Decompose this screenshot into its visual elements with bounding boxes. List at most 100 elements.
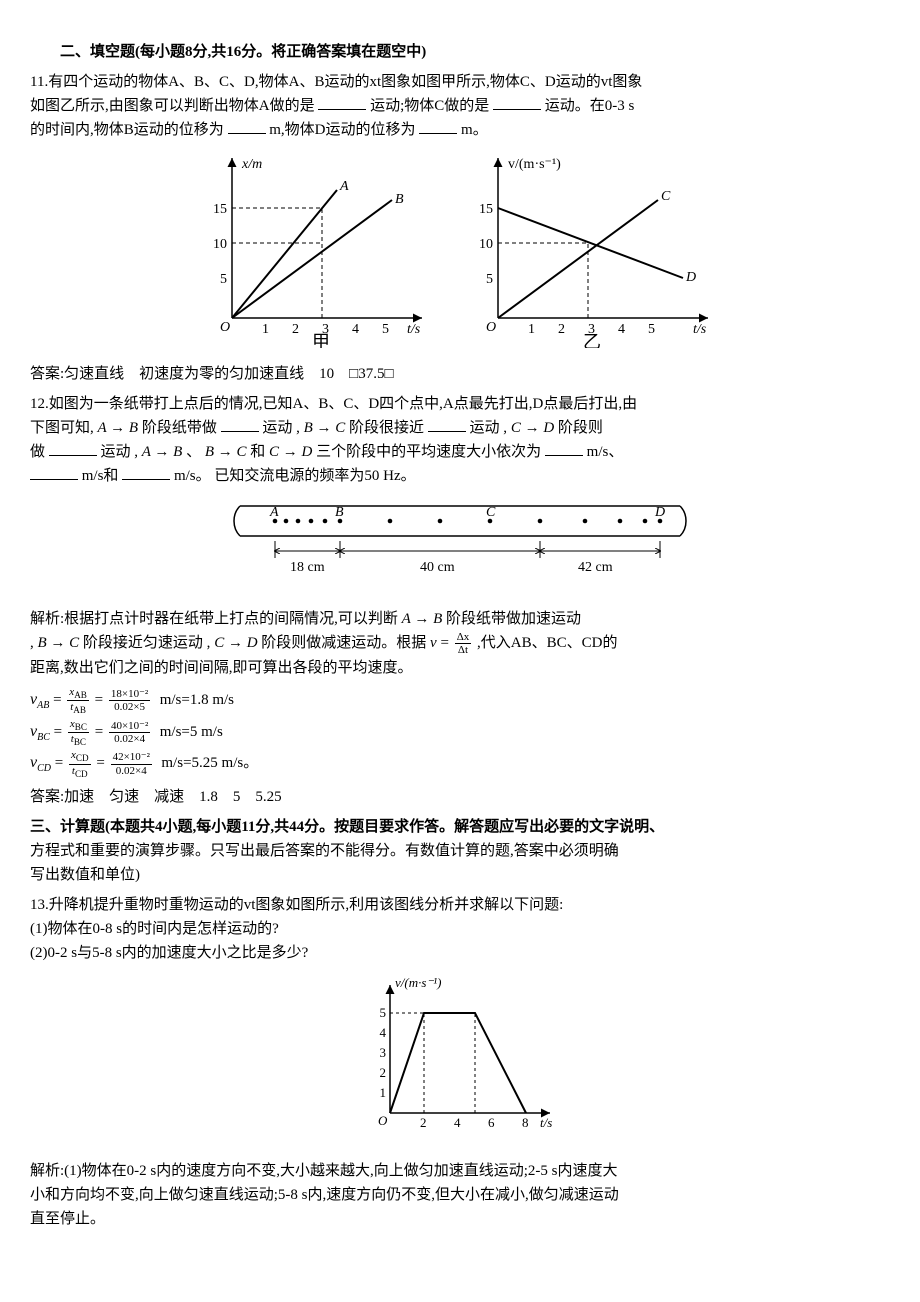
q13-analysis: 解析:(1)物体在0-2 s内的速度方向不变,大小越来越大,向上做匀加速直线运动… [30, 1159, 890, 1231]
q11-l3a: 的时间内,物体B运动的位移为 [30, 122, 224, 138]
seg-cd2: C → D [269, 444, 312, 460]
svg-text:5: 5 [220, 272, 227, 287]
blank [318, 94, 366, 110]
svg-text:B: B [335, 505, 344, 520]
seg-ab: A → B [98, 420, 139, 436]
section3-cont1: 方程式和重要的演算步骤。只写出最后答案的不能得分。有数值计算的题,答案中必须明确 [30, 843, 619, 859]
blank [545, 440, 583, 456]
svg-text:C: C [486, 505, 496, 520]
svg-text:D: D [685, 270, 696, 285]
svg-text:10: 10 [213, 237, 227, 252]
svg-text:4: 4 [618, 322, 625, 337]
svg-text:O: O [378, 1113, 388, 1128]
q12-l3f: m/s、 [587, 444, 624, 460]
graph-jia: 12345 51015 x/m t/s O A B 甲 [192, 148, 442, 348]
blank [228, 118, 266, 134]
eq-sym: = [440, 635, 452, 651]
q12-ana-l3: 距离,数出它们之间的时间间隔,即可算出各段的平均速度。 [30, 660, 413, 676]
svg-text:B: B [395, 192, 404, 207]
q12-l3a: 做 [30, 444, 45, 460]
q11-l3b: m,物体D运动的位移为 [269, 122, 415, 138]
svg-text:O: O [220, 320, 230, 335]
q12-l1: 12.如图为一条纸带打上点后的情况,已知A、B、C、D四个点中,A点最先打出,D… [30, 396, 637, 412]
svg-text:15: 15 [479, 202, 493, 217]
blank [428, 416, 466, 432]
svg-text:5: 5 [648, 322, 655, 337]
svg-text:2: 2 [558, 322, 565, 337]
svg-text:18 cm: 18 cm [290, 560, 325, 575]
q11-answer: 答案:匀速直线 初速度为零的匀加速直线 10 □37.5□ [30, 362, 890, 386]
q12-l3c: 、 [186, 444, 205, 460]
svg-text:A: A [269, 505, 279, 520]
svg-text:x/m: x/m [241, 157, 262, 172]
q12-l2d: 阶段很接近 [349, 420, 424, 436]
svg-text:t/s: t/s [540, 1115, 552, 1130]
section2-header: 二、填空题(每小题8分,共16分。将正确答案填在题空中) [30, 40, 890, 64]
q13-sub1: (1)物体在0-8 s的时间内是怎样运动的? [30, 921, 279, 937]
svg-text:v/(m·s⁻¹): v/(m·s⁻¹) [395, 975, 442, 990]
svg-text:v/(m·s⁻¹): v/(m·s⁻¹) [508, 157, 561, 172]
seg-cd: C → D [511, 420, 554, 436]
eq-vcd: vCD = xCDtCD = 42×10⁻²0.02×4 m/s=5.25 m/… [30, 749, 890, 779]
svg-text:5: 5 [380, 1005, 387, 1020]
seg-ab2: A → B [142, 444, 183, 460]
q11-figures: 12345 51015 x/m t/s O A B 甲 [30, 148, 890, 356]
blank [221, 416, 259, 432]
q13-ans-l1: 解析:(1)物体在0-2 s内的速度方向不变,大小越来越大,向上做匀加速直线运动… [30, 1163, 618, 1179]
svg-text:10: 10 [479, 237, 493, 252]
seg-cd3: C → D [214, 635, 257, 651]
svg-text:5: 5 [382, 322, 389, 337]
svg-text:2: 2 [420, 1115, 427, 1130]
svg-text:3: 3 [380, 1045, 387, 1060]
svg-text:1: 1 [528, 322, 535, 337]
q12-l3e: 三个阶段中的平均速度大小依次为 [316, 444, 541, 460]
svg-text:4: 4 [380, 1025, 387, 1040]
graph-yi: 12345 51015 v/(m·s⁻¹) t/s O C D 乙 [458, 148, 728, 348]
q12-l2a: 下图可知, [30, 420, 94, 436]
section3-cont2: 写出数值和单位) [30, 867, 140, 883]
svg-text:A: A [339, 179, 349, 194]
eq-vab: vAB = xABtAB = 18×10⁻²0.02×5 m/s=1.8 m/s [30, 686, 890, 716]
q11: 11.有四个运动的物体A、B、C、D,物体A、B运动的xt图象如图甲所示,物体C… [30, 70, 890, 142]
q12-ana-l2c: 阶段则做减速运动。根据 [261, 635, 430, 651]
svg-text:C: C [661, 189, 671, 204]
q12-l2c: 运动 , [262, 420, 303, 436]
q13-ans-l3: 直至停止。 [30, 1211, 105, 1227]
q12-l2e: 运动 , [470, 420, 511, 436]
q13-ans-l2: 小和方向均不变,向上做匀速直线运动;5-8 s内,速度方向仍不变,但大小在减小,… [30, 1187, 619, 1203]
frac-dx-dt: ΔxΔt [455, 631, 472, 656]
svg-text:O: O [486, 320, 496, 335]
q13-figure: 12345 2468 v/(m·s⁻¹) t/s O [30, 973, 890, 1151]
svg-text:D: D [654, 505, 665, 520]
q12-l3b: 运动 , [101, 444, 142, 460]
seg-bc3: B → C [38, 635, 80, 651]
q11-l2a: 如图乙所示,由图象可以判断出物体A做的是 [30, 98, 315, 114]
blank [122, 464, 170, 480]
v-sym: v [430, 635, 437, 651]
blank [493, 94, 541, 110]
q12-ana-l1b: 阶段纸带做加速运动 [446, 611, 581, 627]
seg-ab3: A → B [402, 611, 443, 627]
svg-text:2: 2 [292, 322, 299, 337]
q12-ana-l2d: ,代入AB、BC、CD的 [477, 635, 617, 651]
svg-text:4: 4 [352, 322, 359, 337]
section3: 三、计算题(本题共4小题,每小题11分,共44分。按题目要求作答。解答题应写出必… [30, 815, 890, 887]
q13-l1: 13.升降机提升重物时重物运动的vt图象如图所示,利用该图线分析并求解以下问题: [30, 897, 563, 913]
svg-text:5: 5 [486, 272, 493, 287]
q12-l3d: 和 [250, 444, 269, 460]
svg-text:15: 15 [213, 202, 227, 217]
svg-text:42 cm: 42 cm [578, 560, 613, 575]
q12-ana-l1: 解析:根据打点计时器在纸带上打点的间隔情况,可以判断 [30, 611, 402, 627]
q12-answer: 答案:加速 匀速 减速 1.8 5 5.25 [30, 785, 890, 809]
svg-text:乙: 乙 [583, 332, 601, 348]
q12: 12.如图为一条纸带打上点后的情况,已知A、B、C、D四个点中,A点最先打出,D… [30, 392, 890, 488]
blank [419, 118, 457, 134]
seg-bc: B → C [304, 420, 346, 436]
q12-analysis: 解析:根据打点计时器在纸带上打点的间隔情况,可以判断 A → B 阶段纸带做加速… [30, 607, 890, 680]
eq-vbc: vBC = xBCtBC = 40×10⁻²0.02×4 m/s=5 m/s [30, 718, 890, 748]
svg-text:4: 4 [454, 1115, 461, 1130]
svg-text:1: 1 [262, 322, 269, 337]
q13: 13.升降机提升重物时重物运动的vt图象如图所示,利用该图线分析并求解以下问题:… [30, 893, 890, 965]
q12-l4a: m/s和 [82, 468, 119, 484]
q12-l2b: 阶段纸带做 [142, 420, 217, 436]
